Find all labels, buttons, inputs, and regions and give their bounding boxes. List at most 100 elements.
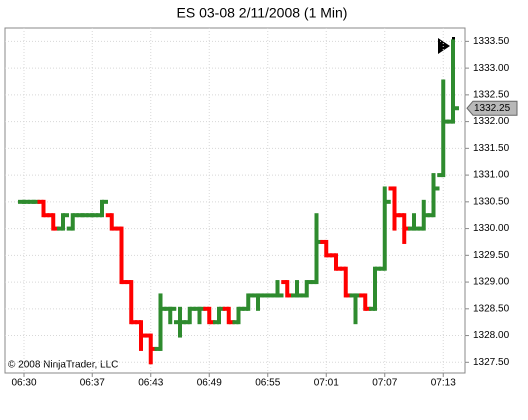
high-low — [275, 280, 280, 298]
high-low — [363, 293, 368, 311]
chart-title: ES 03-08 2/11/2008 (1 Min) — [177, 5, 348, 21]
y-tick-label: 1328.00 — [473, 330, 510, 341]
close-tick — [141, 333, 147, 338]
open-tick — [66, 226, 73, 231]
close-tick — [326, 253, 333, 258]
high-low — [51, 213, 56, 231]
close-tick — [131, 320, 138, 325]
ohlc-bar — [57, 213, 69, 231]
ohlc-bar — [125, 280, 138, 325]
ohlc-bar — [447, 39, 459, 124]
close-tick — [297, 293, 303, 298]
close-tick — [63, 213, 69, 218]
last-price-label: 1332.25 — [474, 103, 511, 114]
high-low — [256, 293, 260, 311]
ohlc-bar — [86, 213, 99, 218]
high-low — [119, 226, 124, 285]
y-tick-label: 1330.50 — [473, 196, 510, 207]
close-tick — [443, 119, 450, 124]
high-low — [412, 213, 416, 231]
open-tick — [76, 213, 83, 218]
ohlc-bar — [18, 199, 30, 204]
open-tick — [96, 213, 102, 218]
ohlc-bar — [427, 173, 440, 218]
y-tick-label: 1331.50 — [473, 143, 510, 154]
open-tick — [339, 266, 346, 271]
ohlc-bar — [242, 293, 255, 311]
ohlc-bar — [408, 213, 420, 231]
y-tick-label: 1330.00 — [473, 223, 510, 234]
high-low — [314, 213, 319, 285]
close-tick — [53, 226, 60, 231]
y-tick-label: 1332.50 — [473, 90, 510, 101]
ohlc-bar — [115, 226, 128, 285]
close-tick — [248, 293, 255, 298]
y-tick-label: 1333.00 — [473, 63, 510, 74]
open-tick — [105, 213, 112, 218]
high-low — [158, 293, 163, 351]
close-tick — [150, 346, 157, 351]
open-tick — [359, 293, 366, 298]
open-tick — [144, 333, 151, 338]
open-tick — [203, 306, 210, 311]
open-tick — [232, 320, 239, 325]
ohlc-bar — [369, 266, 381, 311]
high-low — [61, 213, 65, 231]
open-tick — [300, 293, 307, 298]
high-low — [197, 306, 202, 325]
y-tick-label: 1333.50 — [473, 36, 510, 47]
ohlc-bar — [76, 213, 89, 218]
high-low — [324, 239, 329, 258]
open-tick — [174, 320, 180, 325]
x-tick-label: 06:55 — [255, 378, 280, 389]
open-tick — [310, 280, 317, 285]
x-tick-label: 06:49 — [197, 378, 222, 389]
high-low — [441, 79, 446, 178]
open-tick — [388, 186, 395, 191]
open-tick — [57, 226, 63, 231]
open-tick — [37, 199, 44, 204]
y-tick-label: 1328.50 — [473, 303, 510, 314]
open-tick — [271, 293, 278, 298]
high-low — [304, 280, 309, 298]
copyright: © 2008 NinjaTrader, LLC — [8, 360, 118, 371]
ohlc-bar — [174, 306, 186, 338]
high-low — [246, 293, 251, 311]
open-tick — [437, 173, 444, 178]
close-tick — [189, 306, 196, 311]
y-tick-label: 1327.50 — [473, 357, 510, 368]
open-tick — [164, 306, 171, 311]
high-low — [100, 199, 104, 218]
open-tick — [447, 119, 453, 124]
close-tick — [160, 306, 167, 311]
high-low — [168, 306, 173, 325]
high-low — [236, 306, 241, 325]
high-low — [129, 280, 134, 325]
close-tick — [336, 266, 342, 271]
ohlc-bar — [378, 186, 391, 271]
high-low — [334, 253, 338, 271]
open-tick — [330, 253, 336, 258]
open-tick — [378, 266, 385, 271]
close-tick — [384, 199, 391, 204]
high-low — [373, 266, 377, 311]
close-tick — [394, 213, 401, 218]
close-tick — [267, 293, 274, 298]
open-tick — [125, 280, 132, 285]
ohlc-bar — [330, 253, 342, 271]
close-tick — [43, 213, 50, 218]
close-tick — [33, 199, 40, 204]
open-tick — [27, 199, 34, 204]
high-low — [70, 213, 75, 231]
ohlc-bar — [320, 239, 333, 258]
ohlc-bar — [252, 293, 264, 311]
ohlc-bar — [261, 293, 274, 298]
close-tick — [228, 320, 235, 325]
open-tick — [115, 226, 122, 231]
close-tick — [433, 186, 440, 191]
open-tick — [86, 213, 93, 218]
close-tick — [102, 199, 108, 204]
